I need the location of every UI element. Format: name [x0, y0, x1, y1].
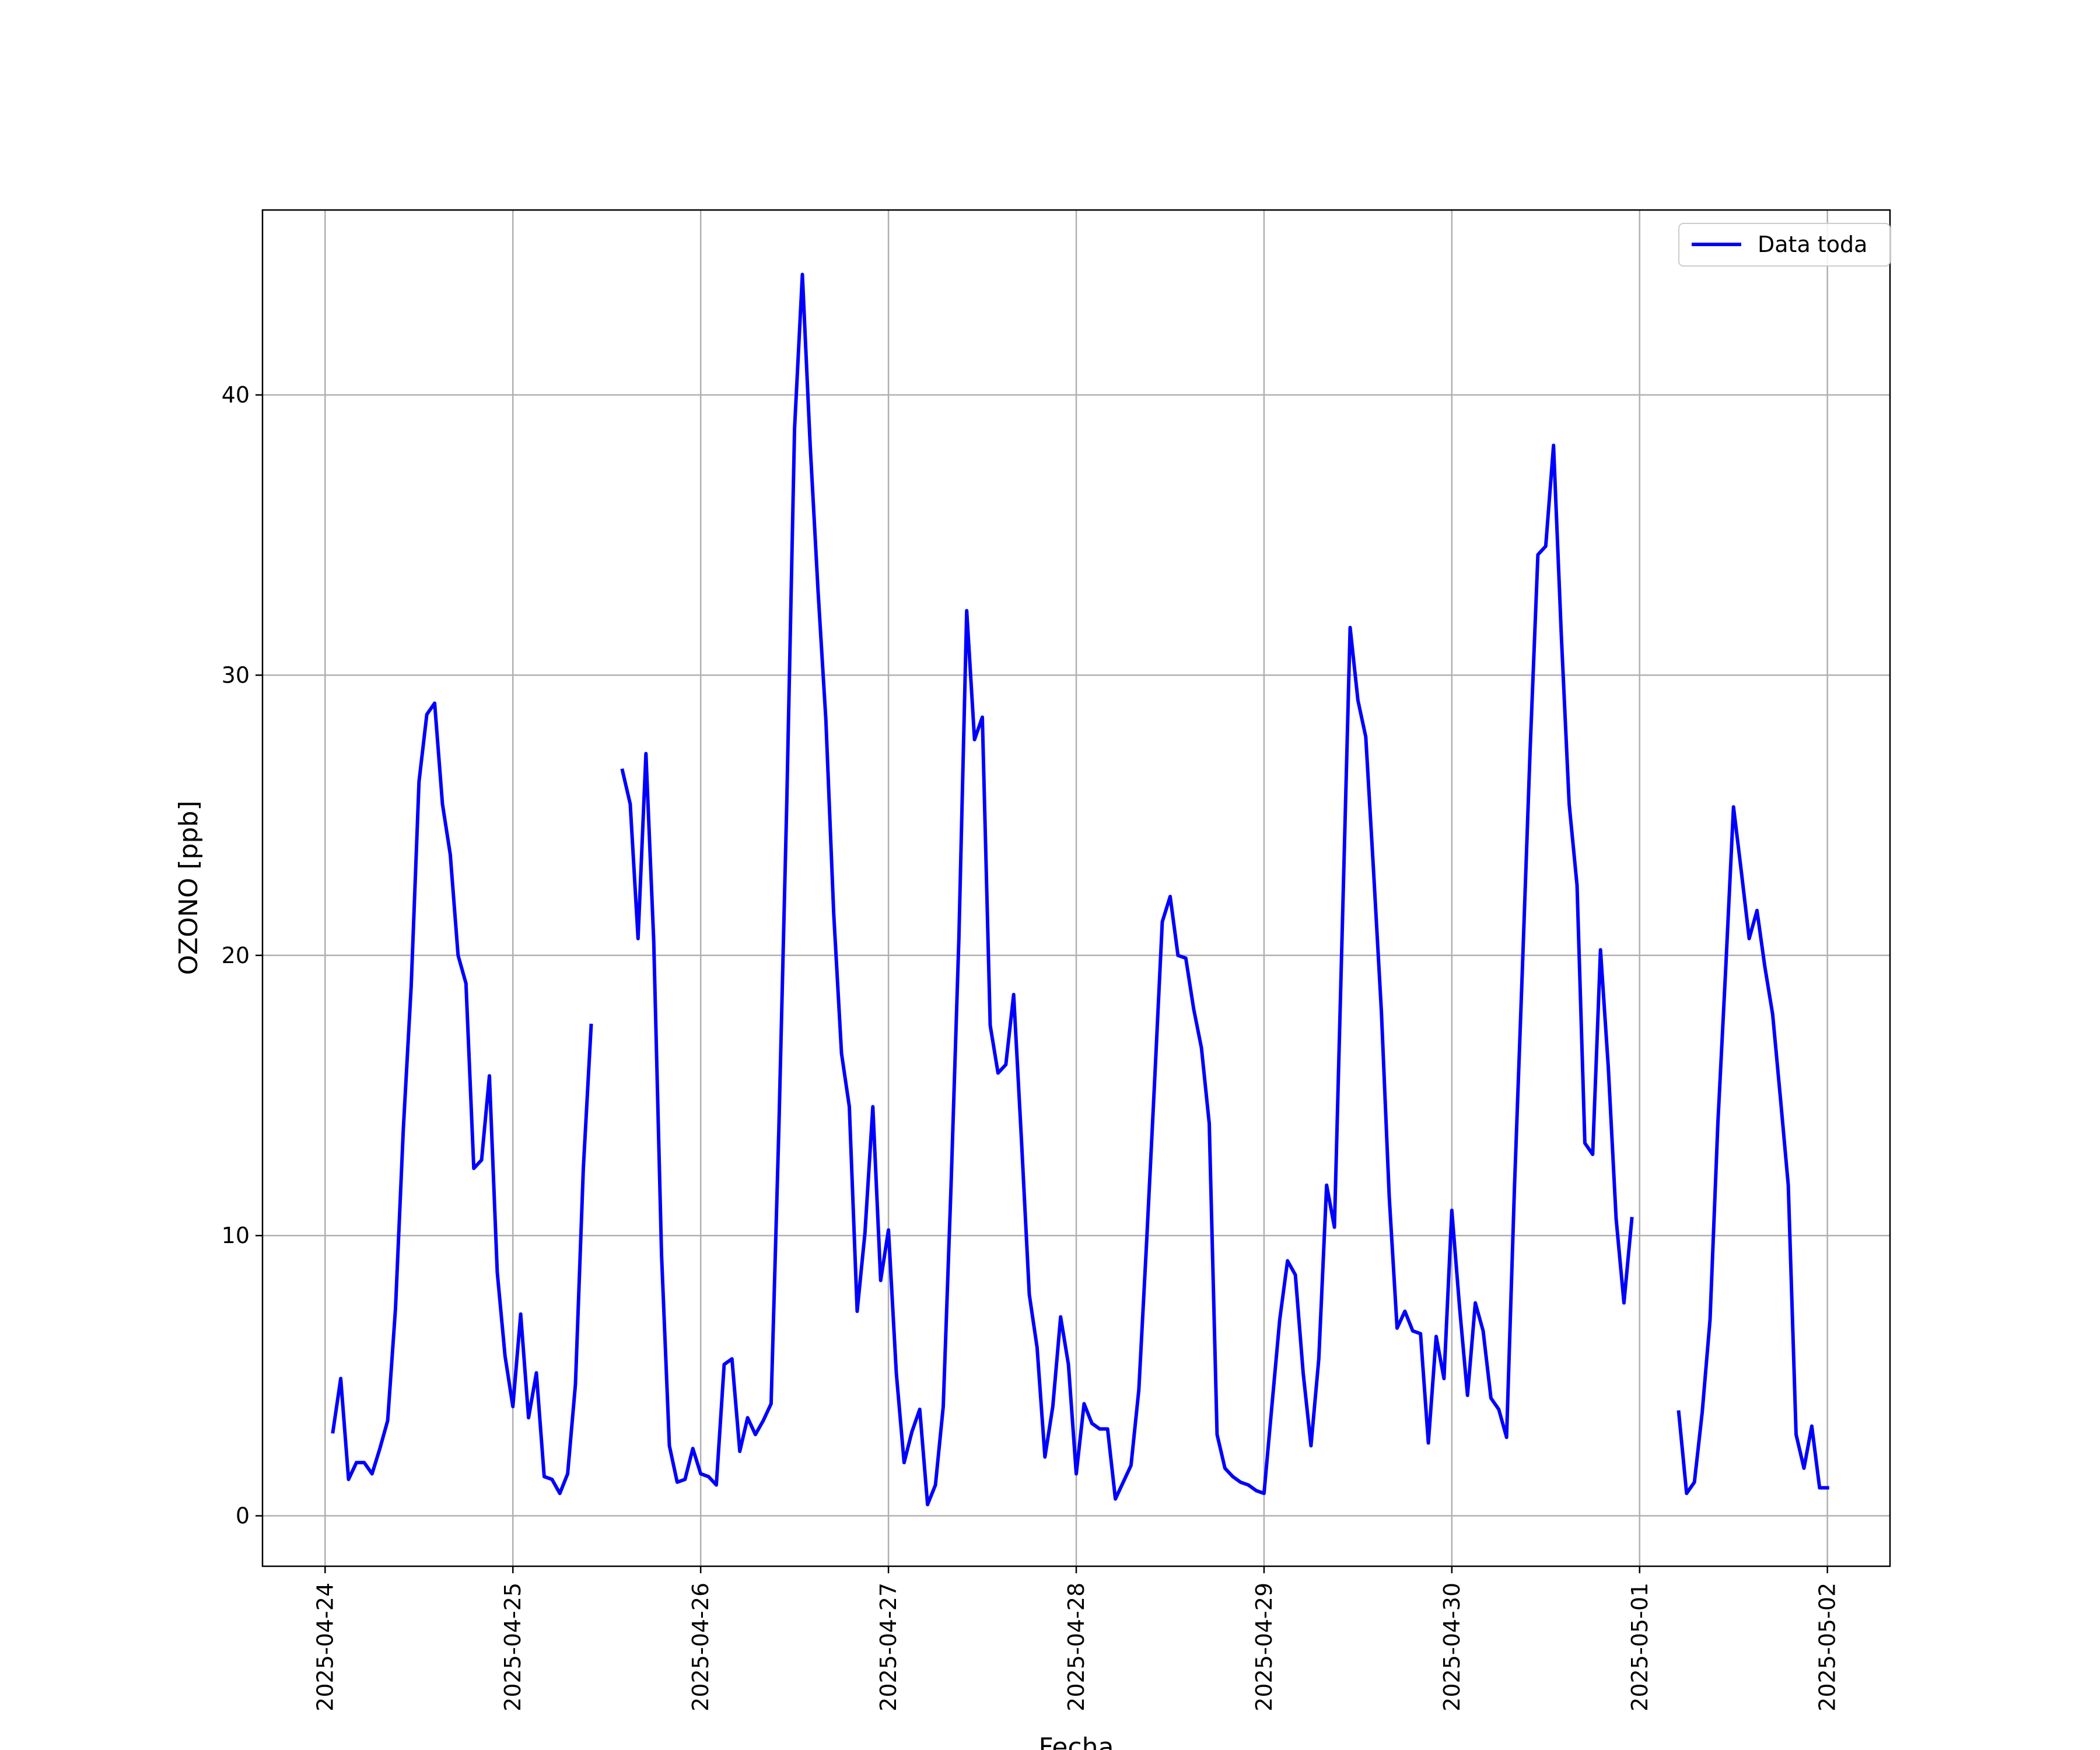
x-axis-title: Fecha [1038, 1732, 1114, 1750]
x-tick-label: 2025-04-25 [500, 1583, 526, 1712]
y-tick-label: 0 [236, 1503, 250, 1529]
x-tick-label: 2025-04-30 [1439, 1583, 1465, 1712]
x-axis-ticks: 2025-04-24 2025-04-25 2025-04-26 2025-04-27… [312, 1566, 1840, 1712]
x-tick-label: 2025-04-26 [688, 1583, 713, 1712]
x-tick-label: 2025-04-28 [1063, 1583, 1089, 1712]
legend: Data toda [1678, 223, 1891, 267]
x-tick-label: 2025-04-24 [312, 1583, 338, 1712]
y-axis-ticks: 0 10 20 30 40 [222, 382, 262, 1529]
series-line-segment [1676, 805, 1829, 1496]
y-tick-label: 20 [222, 943, 250, 968]
legend-box [1678, 223, 1891, 267]
series-line-segment [331, 701, 593, 1496]
series-layer [331, 272, 1829, 1507]
y-tick-label: 10 [222, 1223, 250, 1248]
y-tick-label: 30 [222, 662, 250, 688]
x-tick-label: 2025-04-27 [876, 1583, 901, 1712]
y-axis-title: OZONO [ppb] [174, 800, 204, 975]
x-tick-label: 2025-04-29 [1251, 1583, 1277, 1712]
x-tick-label: 2025-05-02 [1815, 1583, 1840, 1712]
series-line-segment [620, 272, 1634, 1507]
x-tick-label: 2025-05-01 [1627, 1583, 1653, 1712]
y-tick-label: 40 [222, 382, 250, 408]
legend-entry-label: Data toda [1758, 232, 1867, 257]
